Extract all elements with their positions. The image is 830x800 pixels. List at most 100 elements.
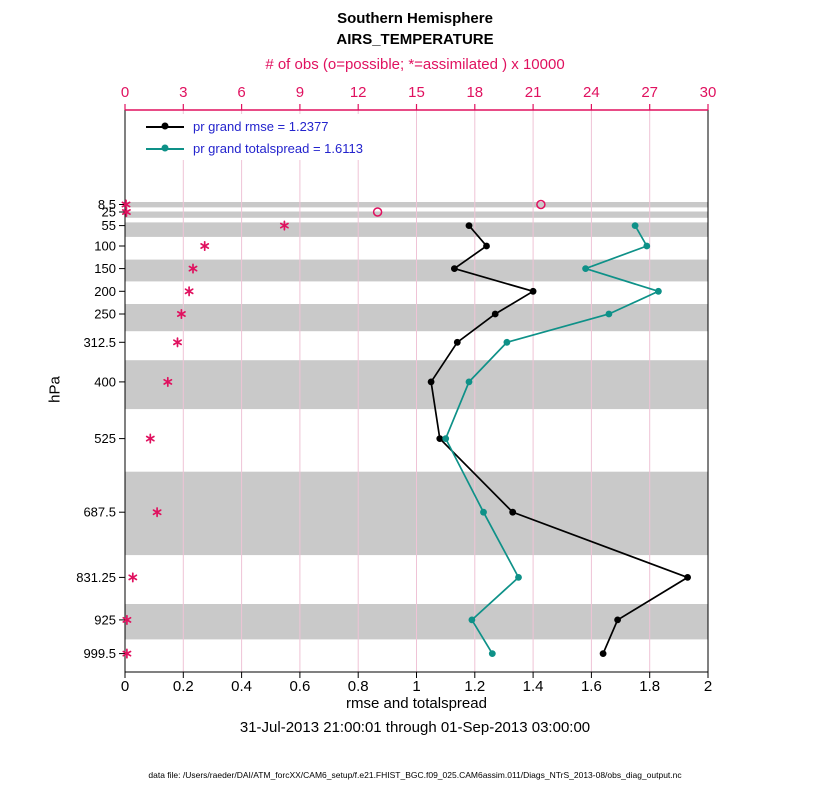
totalspread-series xyxy=(442,222,662,657)
rmse-line-sample xyxy=(146,122,184,131)
top-tick-label: 24 xyxy=(583,84,600,101)
assimilated-marker xyxy=(200,243,210,249)
top-tick-label: 15 xyxy=(408,84,425,101)
assimilated-marker xyxy=(145,435,155,442)
x-tick-label: 0.6 xyxy=(289,678,310,695)
assimilated-marker xyxy=(163,378,173,385)
totalspread-marker xyxy=(465,378,473,386)
assimilated-marker xyxy=(176,311,186,317)
rmse-marker xyxy=(465,222,473,230)
y-tick-label: 999.5 xyxy=(83,646,116,661)
rmse-marker xyxy=(491,310,499,318)
legend-item-totalspread: pr grand totalspread = 1.6113 xyxy=(146,139,363,157)
y-tick-label: 8.5 xyxy=(98,197,116,212)
top-tick-label: 6 xyxy=(237,84,245,101)
y-tick-label: 525 xyxy=(94,431,116,446)
assimilated-series xyxy=(121,199,289,659)
assimilated-marker xyxy=(188,265,198,272)
y-tick-label: 831.25 xyxy=(76,570,116,585)
assimilated-marker xyxy=(122,616,132,623)
top-tick-label: 0 xyxy=(121,84,129,101)
x-axis-title: rmse and totalspread xyxy=(346,695,487,712)
rmse-marker xyxy=(529,287,537,295)
y-axis-title: hPa xyxy=(46,376,64,403)
top-tick-label: 12 xyxy=(350,84,367,101)
rmse-line xyxy=(430,225,690,654)
x-tick-label: 0.8 xyxy=(348,678,369,695)
top-tick-label: 9 xyxy=(296,84,304,101)
assimilated-marker xyxy=(121,209,131,215)
assimilated-marker xyxy=(121,201,131,208)
y-tick-label: 150 xyxy=(94,261,116,276)
rmse-marker xyxy=(599,650,607,657)
rmse-marker xyxy=(509,508,517,516)
rmse-marker xyxy=(684,574,691,581)
totalspread-marker xyxy=(468,616,476,624)
totalspread-line xyxy=(444,225,661,655)
top-tick-label: 30 xyxy=(700,84,717,101)
data-file-path: data file: /Users/raeder/DAI/ATM_forcXX/… xyxy=(148,770,682,780)
x-tick-label: 1 xyxy=(412,678,420,695)
x-tick-label: 0 xyxy=(121,678,129,695)
y-tick-label: 100 xyxy=(94,239,116,254)
totalspread-marker xyxy=(643,242,651,250)
x-tick-label: 1.8 xyxy=(639,678,660,695)
assimilated-marker xyxy=(128,574,138,581)
y-tick-label: 200 xyxy=(94,284,116,299)
totalspread-marker xyxy=(442,435,450,442)
y-tick-label: 925 xyxy=(94,612,116,627)
x-tick-label: 0.4 xyxy=(231,678,252,695)
y-tick-label: 25 xyxy=(102,205,116,220)
figure-subtitle: AIRS_TEMPERATURE xyxy=(336,31,494,48)
rmse-marker xyxy=(451,265,458,272)
rmse-marker xyxy=(453,338,461,346)
totalspread-marker xyxy=(631,222,639,230)
totalspread-marker xyxy=(582,265,589,272)
figure-title: Southern Hemisphere xyxy=(337,10,493,27)
y-tick-label: 55 xyxy=(102,218,116,233)
top-tick-label: 27 xyxy=(641,84,658,101)
x-tick-label: 1.2 xyxy=(464,678,485,695)
x-tick-label: 0.2 xyxy=(173,678,194,695)
assimilated-marker xyxy=(122,650,132,657)
x-tick-label: 1.6 xyxy=(581,678,602,695)
totalspread-marker xyxy=(488,650,496,657)
possible-series xyxy=(372,199,546,217)
rmse-marker xyxy=(427,378,435,386)
totalspread-marker xyxy=(515,574,522,581)
x-axis-ticks: 0 0.2 0.4 0.6 0.8 1 1.2 1.4 1.6 1.8 2 xyxy=(121,672,712,695)
rmse-marker-swatch xyxy=(161,122,169,130)
date-range-caption: 31-Jul-2013 21:00:01 through 01-Sep-2013… xyxy=(239,719,591,736)
legend-label-totalspread: pr grand totalspread = 1.6113 xyxy=(193,140,363,156)
totalspread-marker xyxy=(605,310,613,318)
totalspread-marker xyxy=(503,338,511,346)
assimilated-marker xyxy=(152,509,162,516)
totalspread-line-sample xyxy=(146,144,184,153)
y-tick-label: 400 xyxy=(94,374,116,389)
y-tick-label: 687.5 xyxy=(83,505,116,520)
top-axis-title: # of obs (o=possible; *=assimilated ) x … xyxy=(265,56,565,73)
rmse-series xyxy=(427,222,691,657)
assimilated-marker xyxy=(173,339,182,346)
top-tick-label: 18 xyxy=(466,84,483,101)
totalspread-marker xyxy=(480,508,487,516)
x-tick-label: 1.4 xyxy=(523,678,544,695)
top-tick-label: 3 xyxy=(179,84,187,101)
possible-marker xyxy=(372,207,383,217)
rmse-marker xyxy=(436,435,444,442)
totalspread-marker xyxy=(655,287,662,295)
y-tick-label: 312.5 xyxy=(83,335,116,350)
top-tick-label: 21 xyxy=(525,84,542,101)
x-tick-label: 2 xyxy=(704,678,712,695)
rmse-marker xyxy=(614,616,621,624)
y-tick-label: 250 xyxy=(94,307,116,322)
legend-label-rmse: pr grand rmse = 1.2377 xyxy=(193,118,329,134)
possible-marker xyxy=(536,199,546,210)
totalspread-marker-swatch xyxy=(161,144,169,152)
legend: pr grand rmse = 1.2377 pr grand totalspr… xyxy=(139,114,370,160)
rmse-marker xyxy=(483,242,490,250)
legend-item-rmse: pr grand rmse = 1.2377 xyxy=(146,117,363,135)
